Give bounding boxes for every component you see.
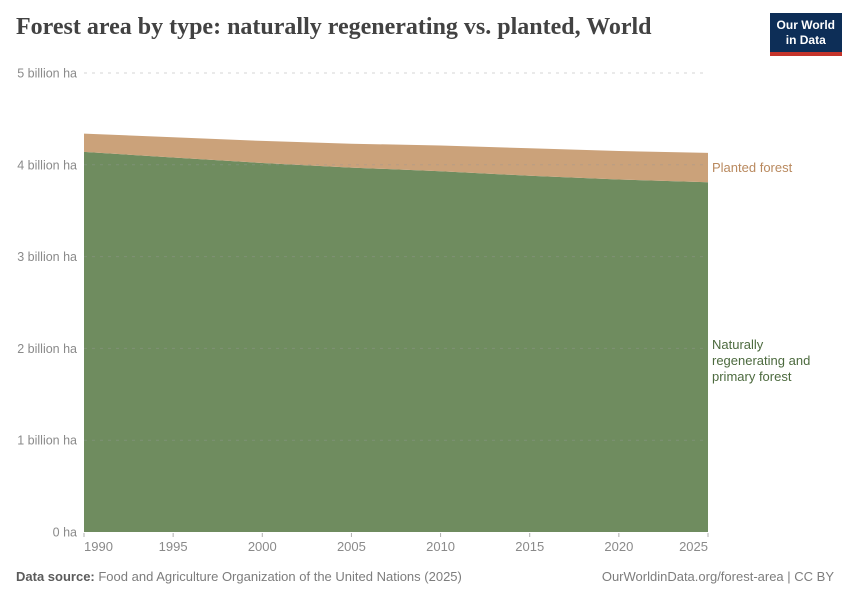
y-tick-label: 5 billion ha bbox=[17, 67, 77, 81]
x-tick-label: 2020 bbox=[604, 539, 633, 554]
series-label-planted-forest: Planted forest bbox=[712, 160, 793, 175]
x-tick-label: 2015 bbox=[515, 539, 544, 554]
area-planted-forest[interactable] bbox=[84, 133, 708, 183]
data-source-note: Data source: Food and Agriculture Organi… bbox=[16, 569, 462, 584]
series-label-naturally-regenerating: Naturally regenerating and primary fores… bbox=[712, 337, 811, 384]
x-tick-label: 1995 bbox=[159, 539, 188, 554]
x-tick-label: 2010 bbox=[426, 539, 455, 554]
x-tick-label: 1990 bbox=[84, 539, 113, 554]
x-tick-label: 2000 bbox=[248, 539, 277, 554]
y-tick-label: 0 ha bbox=[53, 526, 77, 540]
chart-footer: Data source: Food and Agriculture Organi… bbox=[16, 569, 834, 584]
chart-title: Forest area by type: naturally regenerat… bbox=[16, 14, 652, 40]
data-source-text: Food and Agriculture Organization of the… bbox=[94, 569, 462, 584]
y-tick-label: 4 billion ha bbox=[17, 158, 77, 172]
y-tick-label: 3 billion ha bbox=[17, 250, 77, 264]
data-source-label: Data source: bbox=[16, 569, 95, 584]
owid-url-license[interactable]: OurWorldinData.org/forest-area | CC BY bbox=[601, 569, 834, 584]
owid-logo-line2: in Data bbox=[785, 33, 826, 47]
owid-logo-line1: Our World bbox=[776, 18, 835, 32]
y-tick-label: 1 billion ha bbox=[17, 434, 77, 448]
area-naturally-regenerating-and-primary-forest[interactable] bbox=[84, 151, 708, 532]
owid-logo[interactable]: Our World in Data bbox=[769, 13, 842, 56]
x-tick-label: 2005 bbox=[337, 539, 366, 554]
y-tick-label: 2 billion ha bbox=[17, 342, 77, 356]
x-tick-label: 2025 bbox=[679, 539, 708, 554]
